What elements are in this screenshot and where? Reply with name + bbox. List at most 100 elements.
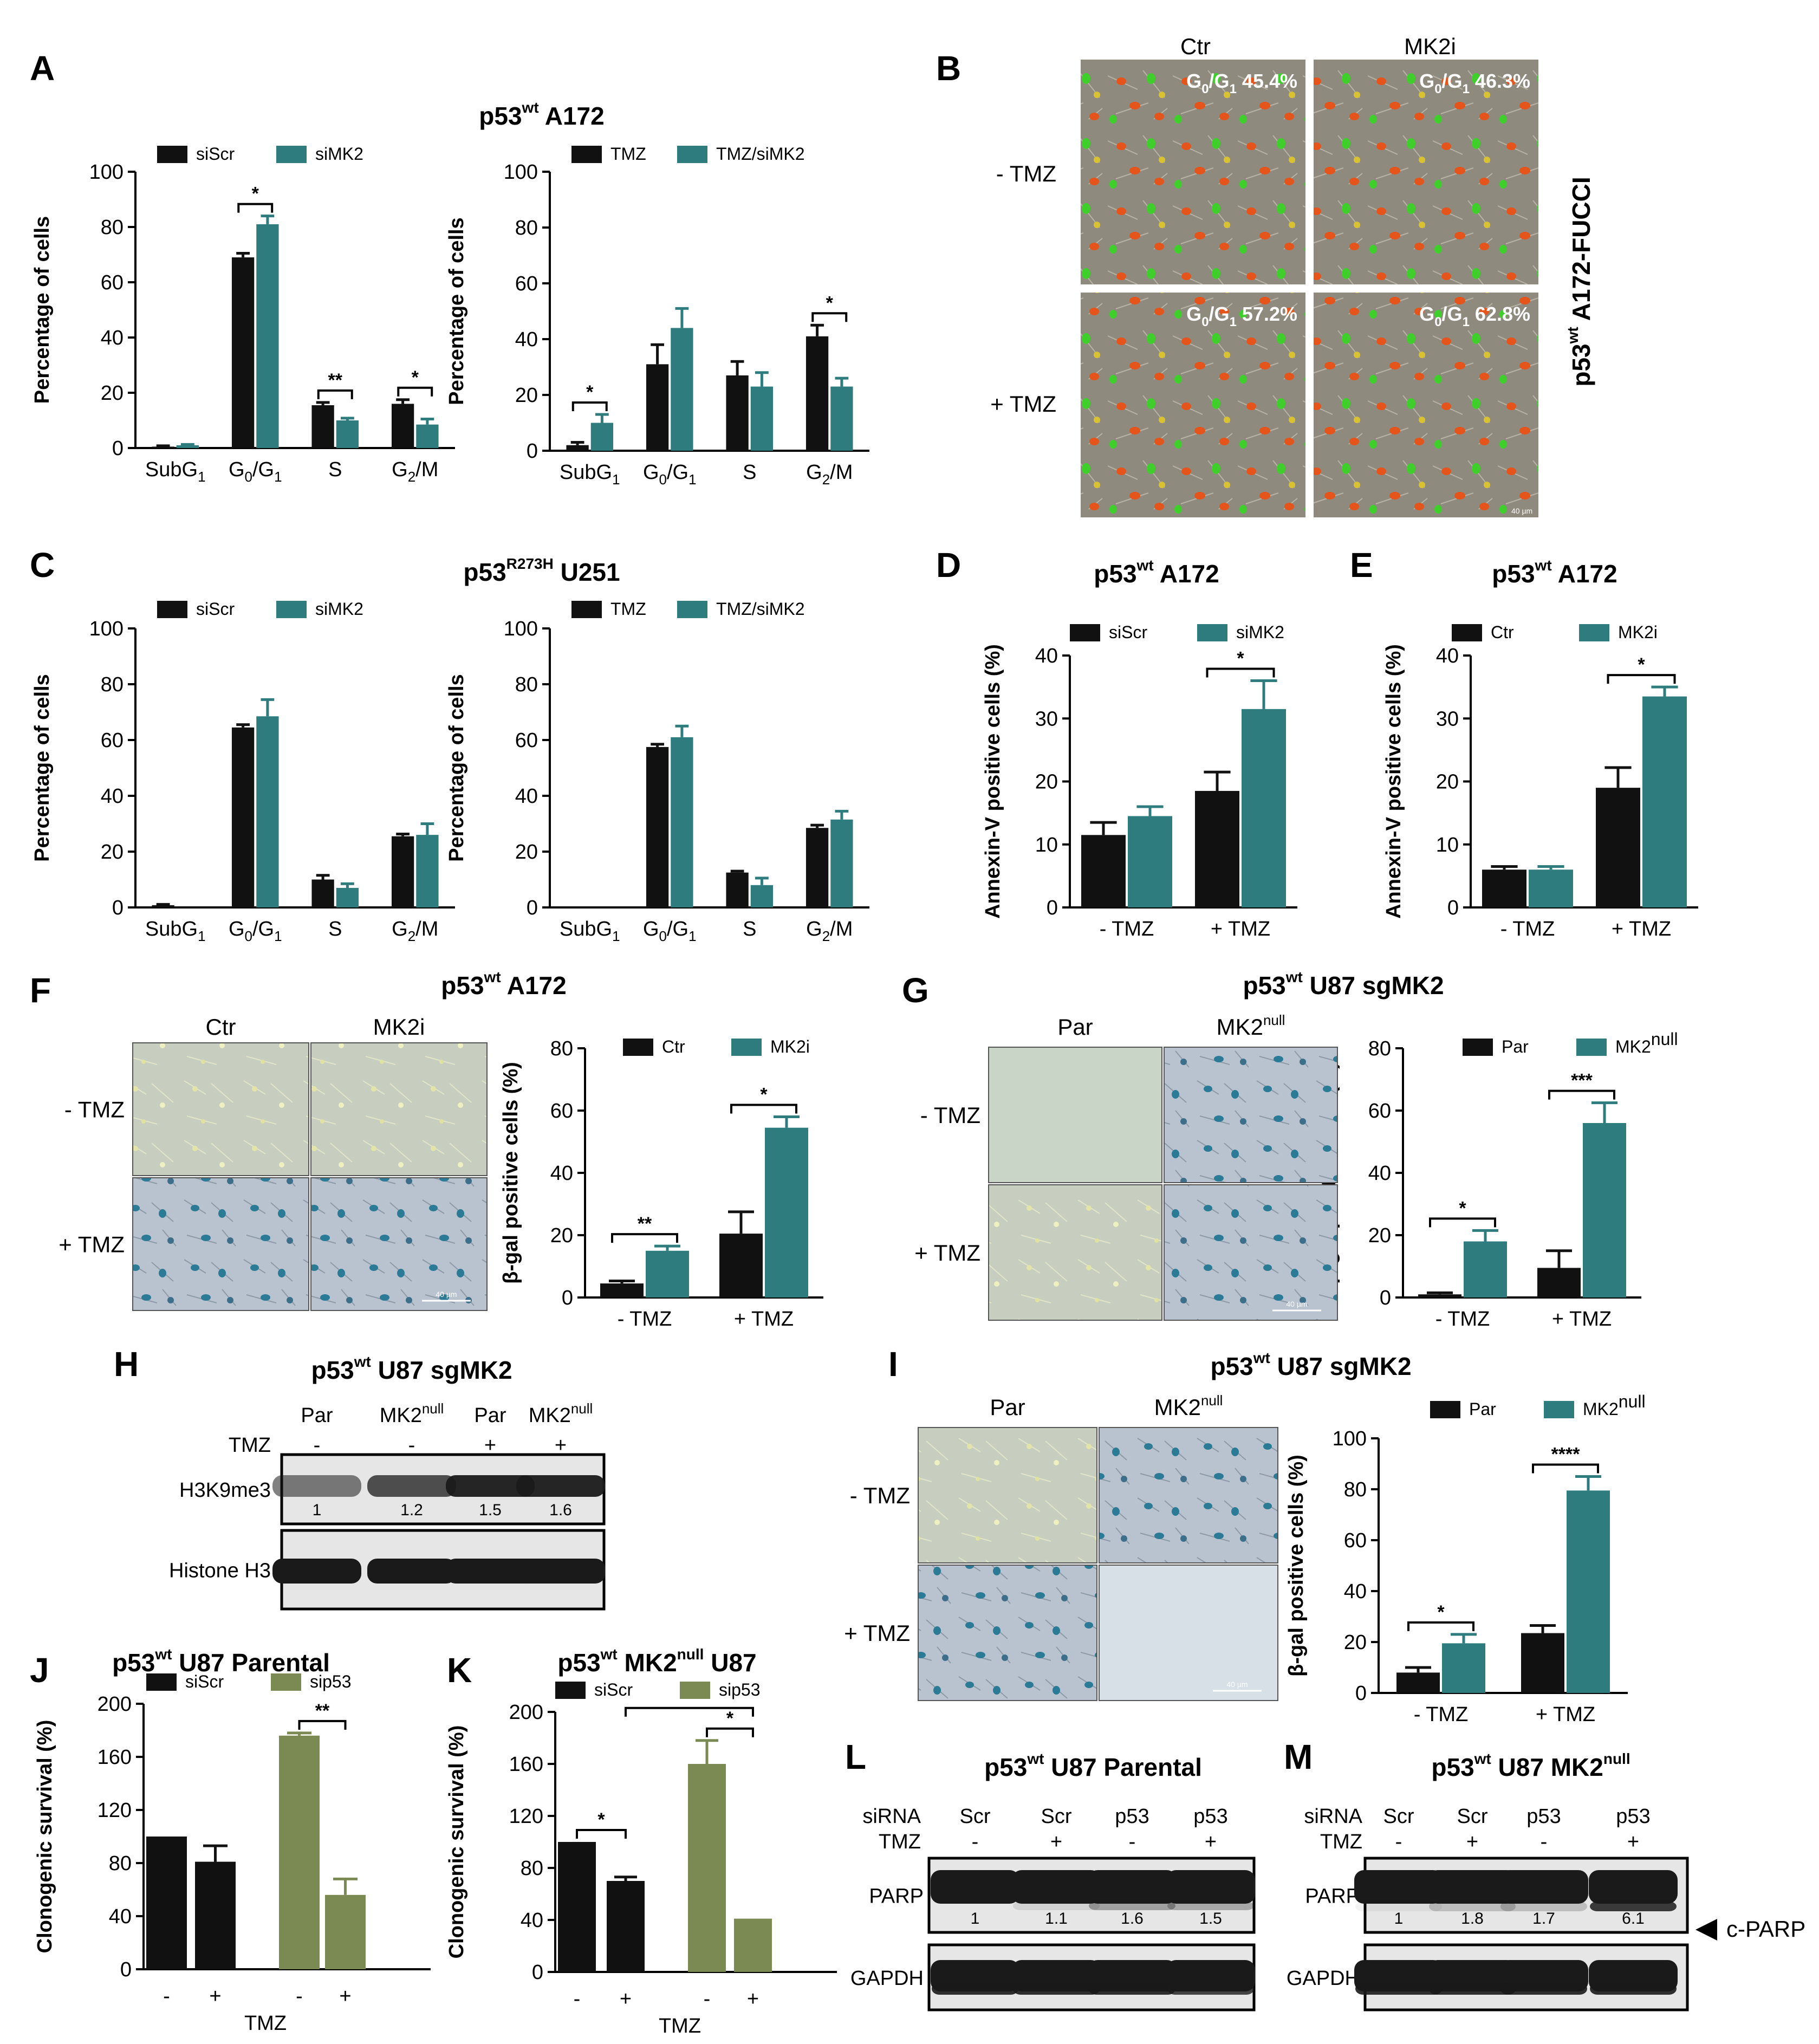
band2-GAPDH-0 [1355, 1983, 1442, 1995]
bar-siScr-3 [391, 404, 414, 448]
x-tick-label: G0/G1 [643, 918, 697, 944]
bar-TMZ/siMK2-1 [671, 737, 693, 907]
column-label-1: Par [1057, 1014, 1093, 1040]
title-sup2: null [677, 1646, 704, 1663]
y-tick-label: 120 [509, 1805, 543, 1828]
title-post: U87 sgMK2 [371, 1356, 512, 1384]
band-Histone H3-0 [272, 1559, 361, 1584]
title-D: p53wt A172 [1094, 557, 1219, 588]
lane-label-2: Par [474, 1404, 506, 1427]
y-tick-label: 0 [532, 1961, 543, 1984]
sa-bgal-image-2 [132, 1177, 309, 1311]
side-label-fucci: p53wt A172-FUCCI [1564, 177, 1595, 386]
bar-sip53-2 [688, 1764, 726, 1972]
y-tick-label: 80 [515, 673, 538, 696]
significance-bracket [397, 386, 433, 397]
bar-TMZ/siMK2-3 [830, 386, 853, 451]
band-H3K9me3-0 [272, 1475, 361, 1497]
title-M: p53wt U87 MK2null [1431, 1750, 1630, 1781]
x-tick-label: - [296, 1985, 303, 2008]
significance-label: * [1459, 1198, 1466, 1218]
y-tick-label: 40 [515, 328, 538, 351]
y-tick-label: 10 [1436, 834, 1459, 856]
y-axis-label: β-gal positive cells (%) [1285, 1455, 1308, 1677]
x-axis-label: TMZ [659, 2015, 701, 2037]
band2-GAPDH-1 [1013, 1983, 1100, 1995]
band2-GAPDH-2 [1500, 1983, 1587, 1995]
legend-swatch-sip53 [271, 1673, 301, 1691]
bar-siMK2-2 [336, 420, 359, 448]
title-sup: wt [1136, 557, 1154, 574]
legend-label-TMZ/siMK2: TMZ/siMK2 [716, 144, 805, 164]
title-sup: wt [1285, 969, 1303, 985]
title-I: p53wt U87 sgMK2 [1210, 1349, 1411, 1380]
bar-TMZ/siMK2-2 [750, 885, 774, 907]
column-label-1: Par [990, 1394, 1025, 1420]
legend-label-siMK2: siMK2 [315, 599, 363, 619]
bar-Ctr-0 [600, 1283, 644, 1297]
y-tick-label: 100 [504, 161, 538, 184]
column-label-2: MK2null [1217, 1012, 1285, 1040]
y-tick-label: 60 [1344, 1529, 1367, 1552]
title-post: A172 [501, 971, 567, 1000]
y-tick-label: 80 [550, 1037, 573, 1060]
y-tick-label: 0 [527, 440, 538, 463]
title-sup: wt [1253, 1349, 1270, 1366]
legend-label-siScr: siScr [594, 1680, 633, 1699]
chart-C-left: 0 20 40 60 80 100 Percentage of cells SubG1 G0/G… [31, 599, 455, 944]
bar-TMZ-1 [646, 747, 669, 907]
legend-swatch-MK2i [731, 1039, 762, 1056]
bar-Ctr-1 [1596, 788, 1640, 907]
row-label-H3K9me3: H3K9me3 [179, 1479, 271, 1502]
bar-siScr-2 [311, 405, 334, 448]
fucci-image-1 [1314, 60, 1538, 284]
quant-0: 1 [313, 1501, 322, 1519]
y-axis-label: Annexin-V positive cells (%) [982, 644, 1004, 919]
column-label-mk2i: MK2i [1404, 34, 1456, 59]
x-tick-label: - TMZ [618, 1308, 672, 1331]
lane-label-0: Par [301, 1404, 333, 1427]
x-axis-label: TMZ [244, 2012, 287, 2035]
legend-swatch-siMK2 [276, 601, 307, 618]
sa-bgal-image-1 [1099, 1427, 1278, 1563]
band2-PARP-1 [1429, 1902, 1516, 1911]
title-sup: wt [600, 1646, 618, 1663]
sirna-lane-1: Scr [1041, 1805, 1072, 1828]
scale-bar-label: 40 µm [1226, 1680, 1248, 1689]
y-tick-label: 20 [1344, 1631, 1367, 1654]
tmz-sign-0: - [1395, 1831, 1402, 1853]
legend-swatch-siScr [157, 601, 187, 618]
arrowhead-icon [1695, 1919, 1717, 1941]
y-tick-label: 40 [550, 1162, 573, 1185]
x-tick-label: G2/M [392, 458, 438, 485]
bar-siScr-1 [1195, 790, 1239, 907]
y-tick-label: 20 [1368, 1224, 1391, 1247]
bar-MK2i-1 [765, 1127, 808, 1297]
significance-bracket [1548, 1089, 1615, 1100]
y-tick-label: 40 [101, 327, 124, 349]
title-post: U87 Parental [1044, 1753, 1201, 1781]
significance-bracket [317, 389, 353, 399]
band2-PARP-0 [1355, 1902, 1442, 1911]
sa-bgal-image-3 [310, 1177, 488, 1311]
y-tick-label: 0 [112, 897, 124, 919]
x-tick-label: G2/M [806, 918, 853, 944]
legend-sup: null [1651, 1029, 1678, 1049]
title-K: p53wt MK2null U87 [557, 1646, 756, 1677]
y-tick-label: 120 [98, 1799, 132, 1822]
panel-panelH-blot: Par MK2null Par MK2null TMZ - - + + H3K9me3 1 1.2 1.… [169, 1400, 606, 1611]
bar-siScr-1 [231, 727, 255, 907]
quant-3: 1.6 [549, 1501, 572, 1519]
tmz-label: TMZ [1320, 1831, 1362, 1853]
y-tick-label: 40 [109, 1905, 132, 1928]
y-axis-label: Percentage of cells [445, 674, 468, 861]
x-tick-label: S [743, 461, 756, 484]
quant-3: 1.5 [1199, 1910, 1222, 1928]
y-tick-label: 60 [101, 729, 124, 752]
column-label-2: MK2i [373, 1014, 425, 1040]
sa-bgal-image-0 [918, 1427, 1097, 1563]
significance-bracket [1532, 1463, 1599, 1474]
bar-Par-0 [1396, 1672, 1440, 1693]
bar-siMK2-1 [256, 716, 279, 907]
